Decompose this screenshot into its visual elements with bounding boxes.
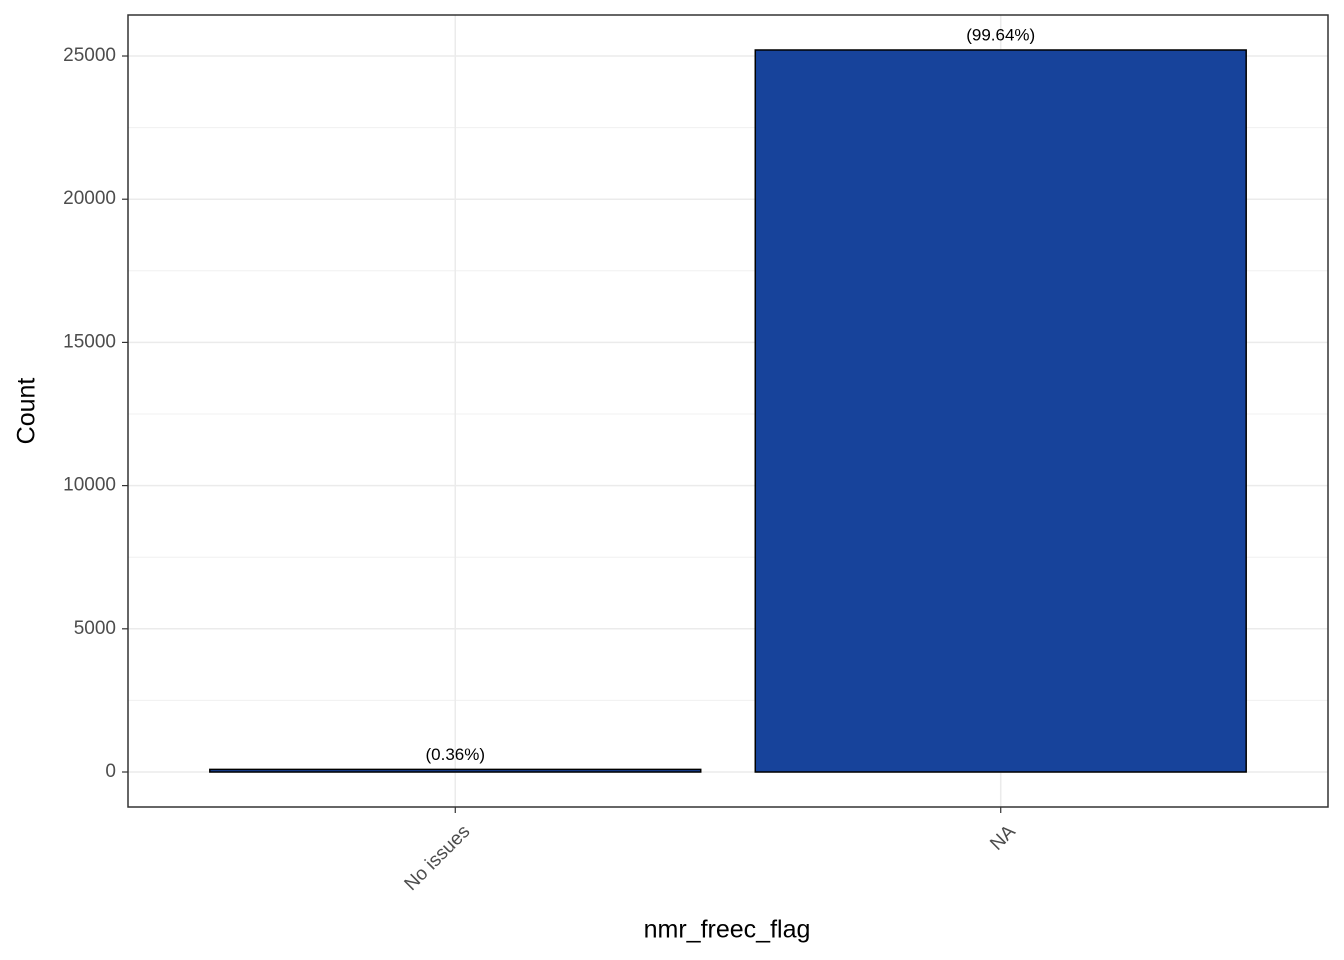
y-tick-label: 5000 (74, 618, 116, 639)
bar (754, 49, 1247, 773)
y-tick-label: 20000 (63, 188, 116, 209)
x-tick-label: NA (986, 821, 1020, 855)
y-tick-label: 25000 (63, 45, 116, 66)
bar-annotation: (0.36%) (426, 745, 486, 764)
bar (209, 768, 702, 773)
y-tick-label: 0 (105, 761, 116, 782)
y-tick-label: 10000 (63, 475, 116, 496)
x-axis-title: nmr_freec_flag (644, 916, 811, 944)
x-tick-label: No issues (401, 821, 475, 895)
panel-border (127, 14, 1329, 808)
y-axis-title: Count (13, 378, 41, 445)
bar-annotation: (99.64%) (966, 25, 1035, 44)
y-tick-label: 15000 (63, 331, 116, 352)
